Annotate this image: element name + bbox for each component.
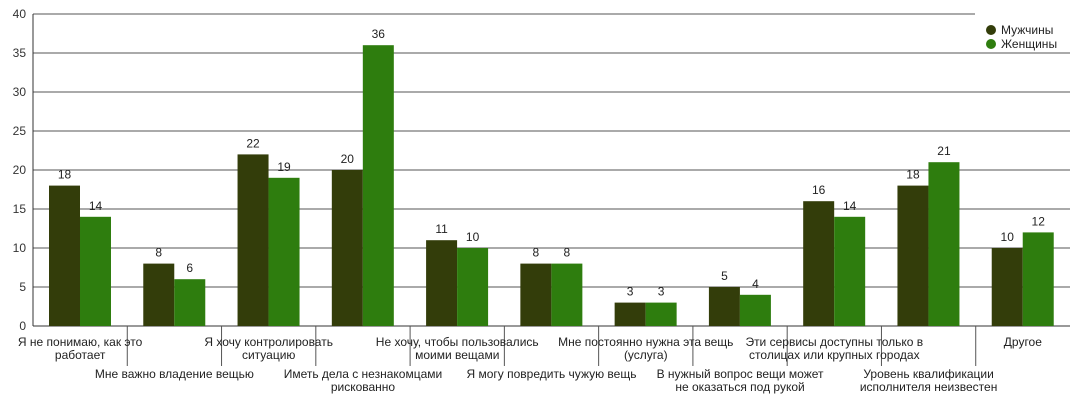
category-label-line: Мне важно владение вещью: [95, 367, 254, 381]
category-label-line: Я не понимаю, как это: [18, 335, 143, 349]
category-label: Эти сервисы доступны только в столицах ил…: [745, 335, 923, 362]
category-label-line: не оказаться под рукой: [675, 380, 804, 394]
category-label-line: Иметь дела с незнакомцами: [284, 367, 443, 381]
y-tick-label: 30: [13, 85, 27, 99]
data-label: 8: [533, 246, 540, 260]
bars: [49, 45, 1054, 326]
bar-men[interactable]: [49, 185, 80, 326]
category-label-line: работает: [55, 348, 106, 362]
y-tick-label: 5: [19, 280, 26, 294]
data-label: 8: [564, 246, 571, 260]
bar-men[interactable]: [143, 263, 175, 326]
data-label: 16: [812, 183, 826, 197]
data-label: 8: [155, 246, 162, 260]
bar-men[interactable]: [614, 302, 646, 326]
data-label: 19: [277, 160, 291, 174]
data-label: 14: [89, 199, 103, 213]
data-label: 36: [372, 27, 386, 41]
category-label-line: исполнителя неизвестен: [860, 380, 998, 394]
category-label-line: Не хочу, чтобы пользовались: [376, 335, 539, 349]
category-label: Я хочу контролировать ситуацию: [204, 335, 333, 362]
data-label: 3: [658, 285, 665, 299]
category-label: В нужный вопрос вещи может не оказаться п…: [657, 367, 824, 394]
data-label: 22: [246, 136, 260, 150]
bar-men[interactable]: [520, 263, 552, 326]
data-label: 14: [843, 199, 857, 213]
category-label-line: Уровень квалификации: [863, 367, 993, 381]
bar-women[interactable]: [362, 45, 394, 326]
y-tick-label: 35: [13, 46, 27, 60]
category-label: Иметь дела с незнакомцами рискованно: [284, 367, 443, 394]
data-label: 21: [937, 144, 951, 158]
category-label: Уровень квалификации исполнителя неизвест…: [860, 367, 998, 394]
legend-label[interactable]: Мужчины: [1001, 23, 1053, 37]
category-label-line: столицах или крупных городах: [749, 348, 920, 362]
category-label: Другое: [1004, 335, 1042, 349]
category-label-line: моими вещами: [415, 348, 499, 362]
bar-men[interactable]: [426, 240, 458, 326]
category-label: Не хочу, чтобы пользовались моими вещами: [376, 335, 539, 362]
bar-women[interactable]: [834, 216, 866, 326]
legend-label[interactable]: Женщины: [1001, 37, 1057, 51]
grid-lines: [33, 13, 1070, 327]
data-label: 20: [341, 152, 355, 166]
bar-women[interactable]: [457, 248, 489, 326]
bar-women[interactable]: [268, 177, 300, 326]
y-tick-label: 20: [13, 163, 27, 177]
data-label: 6: [186, 261, 193, 275]
data-label: 3: [627, 285, 634, 299]
bar-women[interactable]: [928, 162, 960, 326]
category-label: Я не понимаю, как это работает: [18, 335, 143, 362]
y-axis: 0 5 10 15 20 25 30 35 40: [13, 7, 34, 333]
legend-marker: [986, 25, 996, 35]
bar-men[interactable]: [237, 154, 269, 326]
bar-men[interactable]: [897, 185, 929, 326]
bar-women[interactable]: [80, 216, 111, 326]
bar-women[interactable]: [551, 263, 583, 326]
bar-women[interactable]: [739, 294, 771, 326]
legend-marker: [986, 39, 996, 49]
data-label: 10: [466, 230, 480, 244]
bar-men[interactable]: [331, 170, 363, 326]
category-label-line: (услуга): [624, 348, 668, 362]
bar-men[interactable]: [708, 287, 740, 326]
category-label-line: В нужный вопрос вещи может: [657, 367, 824, 381]
bar-men[interactable]: [803, 201, 835, 326]
category-label-line: Другое: [1004, 335, 1042, 349]
category-label: Мне важно владение вещью: [95, 367, 254, 381]
y-tick-label: 40: [13, 7, 27, 21]
category-label-line: ситуацию: [242, 348, 295, 362]
y-tick-label: 0: [19, 319, 26, 333]
y-tick-label: 10: [13, 241, 27, 255]
y-tick-label: 25: [13, 124, 27, 138]
category-label-line: рискованно: [331, 380, 396, 394]
category-label: Мне постоянно нужна эта вещь (услуга): [558, 335, 733, 362]
bar-women[interactable]: [174, 279, 206, 326]
bar-men[interactable]: [991, 248, 1023, 326]
category-label-line: Мне постоянно нужна эта вещь: [558, 335, 733, 349]
data-label: 4: [752, 277, 759, 291]
data-label: 11: [435, 222, 448, 236]
data-label: 18: [906, 168, 920, 182]
data-label: 5: [721, 269, 728, 283]
bar-women[interactable]: [645, 302, 677, 326]
x-axis: Я не понимаю, как это работает Мне важно в…: [18, 326, 1042, 394]
category-label-line: Я могу повредить чужую вещь: [467, 367, 637, 381]
category-label-line: Эти сервисы доступны только в: [745, 335, 923, 349]
category-label-line: Я хочу контролировать: [204, 335, 333, 349]
y-tick-label: 15: [13, 202, 27, 216]
value-labels: 18 14 8 6 22 19 20 36 11 10 8 8 3 3 5 4 16 14 18 21 10 12: [58, 27, 1045, 298]
data-label: 18: [58, 168, 72, 182]
category-label: Я могу повредить чужую вещь: [467, 367, 637, 381]
bar-women[interactable]: [1022, 232, 1054, 326]
data-label: 10: [1001, 230, 1015, 244]
data-label: 12: [1032, 214, 1046, 228]
